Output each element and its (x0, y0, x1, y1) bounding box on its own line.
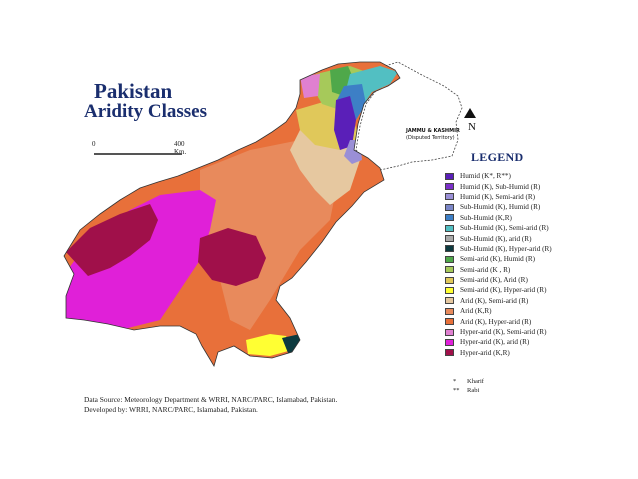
legend-item: Semi-arid (K), Humid (R) (445, 254, 605, 264)
legend-item: Arid (K), Hyper-arid (R) (445, 316, 605, 326)
legend-label: Sub-Humid (K), arid (R) (460, 234, 532, 243)
legend-item: Hyper-arid (K), Semi-arid (R) (445, 327, 605, 337)
legend-item: Hyper-arid (K), arid (R) (445, 337, 605, 347)
legend-item: Semi-arid (K), Arid (R) (445, 275, 605, 285)
legend-swatch (445, 203, 454, 211)
source-credits: Data Source: Meteorology Department & WR… (84, 395, 337, 414)
region-hyperarid-central (198, 228, 266, 286)
legend-swatch (445, 338, 454, 346)
note-rabi: ** Rabi (453, 386, 484, 395)
legend-swatch (445, 318, 454, 326)
legend-label: Hyper-arid (K), Semi-arid (R) (460, 328, 547, 337)
scale-bar: 0 400 Km. (88, 140, 198, 164)
legend-swatch (445, 255, 454, 263)
legend-swatch (445, 328, 454, 336)
legend-swatch (445, 172, 454, 180)
legend-label: Semi-arid (K), Humid (R) (460, 255, 536, 264)
legend-item: Humid (K), Sub-Humid (R) (445, 181, 605, 191)
north-arrow-icon (464, 108, 476, 118)
legend-swatch (445, 193, 454, 201)
legend-label: Semi-arid (K), Hyper-arid (R) (460, 286, 547, 295)
note-mark: ** (453, 387, 460, 394)
legend-label: Humid (K), Sub-Humid (R) (460, 182, 541, 191)
legend-item: Sub-Humid (K), Humid (R) (445, 202, 605, 212)
region-humid (334, 96, 356, 150)
legend-label: Humid (K), Semi-arid (R) (460, 192, 536, 201)
legend-heading: LEGEND (471, 150, 524, 164)
title-line1: Pakistan (94, 79, 173, 103)
legend-swatch (445, 183, 454, 191)
scale-line (94, 153, 182, 155)
region-hyperarid-semiarid (300, 74, 320, 98)
legend-swatch (445, 276, 454, 284)
legend-item: Semi-arid (K , R) (445, 265, 605, 275)
legend-label: Hyper-arid (K), arid (R) (460, 338, 530, 347)
legend-item: Sub-Humid (K), arid (R) (445, 233, 605, 243)
legend-item: Humid (K*, R**) (445, 171, 605, 181)
data-source: Data Source: Meteorology Department & WR… (84, 395, 338, 404)
legend-label: Sub-Humid (K), Semi-arid (R) (460, 224, 549, 233)
map-title: Pakistan Aridity Classes (84, 80, 207, 122)
scale-start: 0 (92, 140, 96, 148)
legend-label: Semi-arid (K), Arid (R) (460, 276, 528, 285)
title-line2: Aridity Classes (84, 101, 207, 123)
legend-item: Hyper-arid (K,R) (445, 348, 605, 358)
legend-swatch (445, 235, 454, 243)
legend-swatch (445, 307, 454, 315)
disputed-label-line2: (Disputed Territory) (406, 135, 455, 141)
note-text: Kharif (467, 378, 484, 385)
legend-list: Humid (K*, R**) Humid (K), Sub-Humid (R) H… (445, 171, 605, 358)
legend-item: Sub-Humid (K), Hyper-arid (R) (445, 244, 605, 254)
north-arrow: N (464, 108, 476, 133)
legend-item: Humid (K), Semi-arid (R) (445, 192, 605, 202)
legend-label: Sub-Humid (K), Hyper-arid (R) (460, 244, 552, 253)
legend: LEGEND Humid (K*, R**) Humid (K), Sub-Hum… (445, 150, 605, 358)
pakistan-border (63, 61, 401, 367)
legend-item: Arid (K), Semi-arid (R) (445, 296, 605, 306)
region-hyperarid-arid (64, 190, 216, 330)
legend-label: Humid (K*, R**) (460, 172, 511, 181)
disputed-territory-outline (355, 61, 463, 171)
legend-notes: * Kharif ** Rabi (453, 377, 484, 395)
legend-swatch (445, 224, 454, 232)
legend-item: Semi-arid (K), Hyper-arid (R) (445, 285, 605, 295)
legend-swatch (445, 266, 454, 274)
disputed-label-line1: JAMMU & KASHMIR (405, 128, 460, 134)
legend-label: Hyper-arid (K,R) (460, 348, 510, 357)
legend-label: Arid (K), Hyper-arid (R) (460, 317, 532, 326)
legend-swatch (445, 297, 454, 305)
note-mark: * (453, 378, 457, 385)
note-text: Rabi (467, 387, 480, 394)
legend-label: Arid (K), Semi-arid (R) (460, 296, 529, 305)
region-hyperarid-west (66, 204, 158, 276)
developed-by: Developed by: WRRI, NARC/PARC, Islamabad… (84, 404, 258, 414)
legend-swatch (445, 245, 454, 253)
legend-item: Arid (K,R) (445, 306, 605, 316)
region-semiarid-hyperarid (246, 334, 292, 356)
legend-label: Sub-Humid (K), Humid (R) (460, 203, 541, 212)
legend-item: Sub-Humid (K,R) (445, 213, 605, 223)
note-kharif: * Kharif (453, 377, 484, 386)
legend-item: Sub-Humid (K), Semi-arid (R) (445, 223, 605, 233)
legend-swatch (445, 214, 454, 222)
legend-label: Semi-arid (K , R) (460, 265, 511, 274)
north-label: N (468, 121, 476, 133)
legend-label: Arid (K,R) (460, 307, 492, 316)
legend-swatch (445, 349, 454, 357)
legend-label: Sub-Humid (K,R) (460, 213, 512, 222)
legend-swatch (445, 286, 454, 294)
scale-end: 400 Km. (174, 140, 187, 156)
